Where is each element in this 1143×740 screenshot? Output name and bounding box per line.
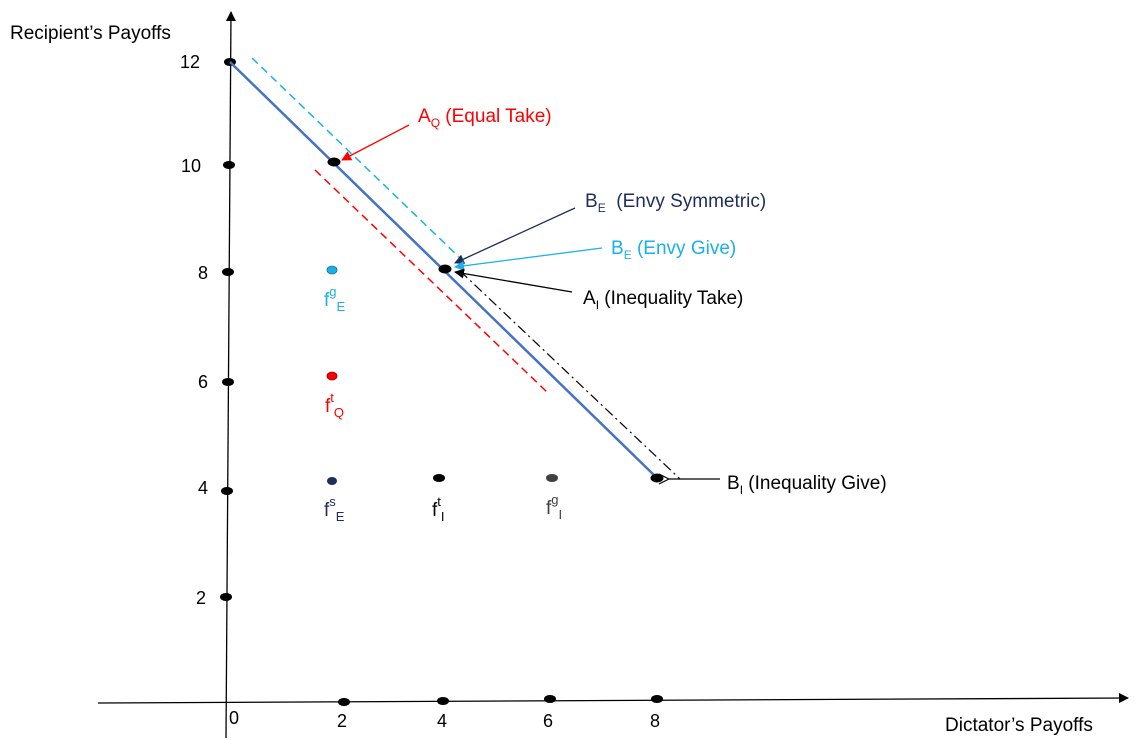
x-tick-2: 2	[337, 711, 347, 731]
label-ft-q-sup: t	[330, 390, 334, 405]
x-axis-label: Dictator’s Payoffs	[945, 715, 1093, 736]
label-fg-e-sub: E	[337, 299, 346, 314]
label-ft-q: ftQ	[325, 390, 344, 420]
y-tick-4: 4	[198, 478, 208, 498]
label-b-i: BI (Inequality Give)	[727, 473, 887, 497]
y-tick-10: 10	[181, 156, 201, 176]
y-tick-8: 8	[198, 263, 208, 283]
point-ft-i	[433, 474, 445, 482]
label-b-i-sub: I	[740, 483, 743, 497]
x-tick-6: 6	[543, 711, 553, 731]
point-a-i	[438, 264, 452, 274]
y-tick-2: 2	[196, 588, 206, 608]
label-ft-i: ftI	[432, 494, 445, 524]
envy-give-dashed-line	[251, 57, 461, 259]
label-fg-i-main: f	[546, 498, 552, 519]
x-tick-dot-4	[437, 697, 449, 705]
label-a-i-main: A	[583, 288, 596, 309]
label-b-e-sym-main: B	[585, 191, 598, 212]
point-fs-e	[327, 477, 337, 485]
label-b-e-give: BE (Envy Give)	[611, 238, 736, 262]
label-ft-i-sup: t	[437, 494, 441, 509]
label-ft-q-main: f	[325, 396, 331, 417]
y-tick-dot-8	[222, 268, 234, 276]
label-b-e-give-text: (Envy Give)	[632, 238, 737, 259]
y-tick-dot-2	[220, 593, 232, 601]
label-a-q-sub: Q	[431, 116, 440, 130]
label-fs-e-sub: E	[336, 509, 345, 524]
label-ft-i-main: f	[432, 500, 438, 521]
x-tick-dot-2	[338, 698, 350, 706]
label-ft-i-sub: I	[441, 509, 445, 524]
y-tick-6: 6	[198, 372, 208, 392]
y-tick-dot-4	[221, 487, 233, 495]
arrow-b-e-give	[454, 247, 603, 271]
x-tick-dot-8	[651, 695, 663, 703]
x-tick-8: 8	[650, 711, 660, 731]
label-a-i: AI (Inequality Take)	[583, 288, 743, 312]
label-b-e-sym-sub: E	[598, 201, 606, 215]
label-fs-e-sup: s	[329, 494, 336, 509]
arrow-b-e-sym	[454, 207, 576, 264]
point-fg-e	[326, 265, 338, 275]
label-ft-q-sub: Q	[334, 405, 344, 420]
point-fg-i	[546, 474, 558, 482]
x-tick-dot-6	[544, 695, 556, 703]
label-b-i-main: B	[727, 473, 740, 494]
label-fg-e: fgE	[324, 284, 346, 314]
label-b-e-sym: BE (Envy Symmetric)	[585, 191, 766, 215]
label-a-i-sub: I	[596, 298, 599, 312]
label-fg-e-sup: g	[329, 284, 336, 299]
label-a-q-main: A	[418, 106, 431, 127]
label-b-e-give-sub: E	[624, 248, 632, 262]
label-fg-i-sup: g	[551, 492, 558, 507]
label-b-e-sym-text: (Envy Symmetric)	[606, 191, 766, 212]
label-fg-i-sub: I	[559, 507, 563, 522]
y-axis-label: Recipient’s Payoffs	[10, 23, 171, 44]
arrow-a-i	[454, 268, 573, 293]
x-tick-4: 4	[437, 711, 447, 731]
y-axis	[225, 11, 236, 739]
x-axis	[97, 693, 1129, 704]
y-tick-dot-6	[222, 378, 234, 386]
point-a-q	[327, 157, 341, 167]
label-b-i-text: (Inequality Give)	[743, 473, 887, 494]
y-tick-12: 12	[180, 52, 200, 72]
label-a-q-text: (Equal Take)	[440, 106, 552, 127]
label-fg-e-main: f	[324, 290, 330, 311]
label-fs-e: fsE	[324, 494, 345, 524]
label-a-i-text: (Inequality Take)	[599, 288, 743, 309]
point-ft-q	[326, 371, 338, 381]
equal-take-dashed-line	[314, 169, 548, 393]
y-tick-dot-10	[223, 161, 235, 169]
axis-tick-dots	[220, 58, 663, 706]
arrow-a-q	[341, 124, 410, 161]
origin-label: 0	[229, 708, 239, 728]
label-a-q: AQ (Equal Take)	[418, 106, 552, 130]
label-fs-e-main: f	[324, 500, 330, 521]
point-b-i	[650, 473, 664, 483]
label-fg-i: fgI	[546, 492, 562, 522]
label-b-e-give-main: B	[611, 238, 624, 259]
